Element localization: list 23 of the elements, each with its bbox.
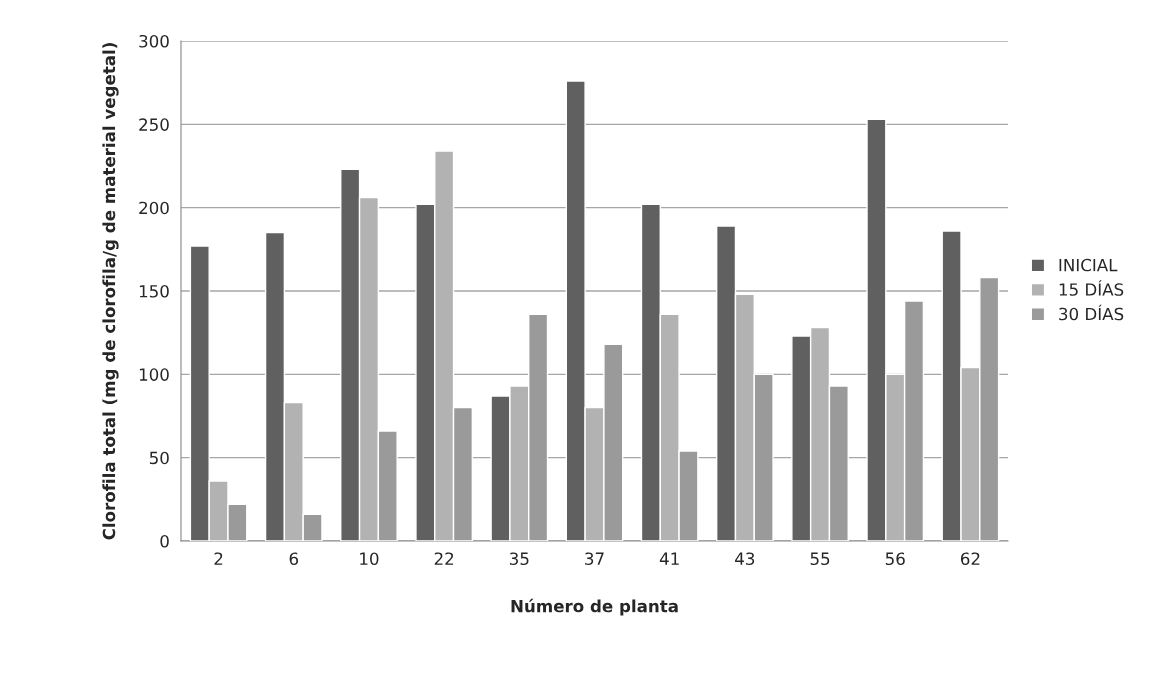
x-tick-label: 56 (885, 552, 905, 566)
x-tick-label: 41 (659, 552, 679, 565)
x-tick-label: 55 (810, 552, 830, 566)
x-tick-label: 10 (360, 552, 379, 566)
x-tick-label: 6 (289, 552, 299, 566)
y-tick-label: 100 (139, 368, 169, 381)
x-axis-title: Número de planta (511, 598, 678, 616)
x-tick-label: 35 (509, 552, 529, 566)
x-tick-label: 43 (735, 552, 755, 566)
y-tick-label: 200 (139, 201, 169, 215)
x-tick-label: 62 (960, 552, 980, 566)
x-tick-label: 2 (214, 552, 223, 565)
y-tick-label: 150 (139, 284, 169, 298)
y-tick-label: 300 (139, 34, 169, 48)
legend-label: 15 DÍAS (1059, 280, 1124, 296)
legend-label: 30 DÍAS (1059, 304, 1124, 321)
legend-label: INICIAL (1059, 258, 1118, 272)
y-tick-label: 50 (149, 451, 169, 465)
y-tick-label: 0 (160, 534, 169, 548)
x-tick-label: 22 (434, 552, 454, 565)
y-tick-label: 250 (139, 118, 169, 131)
x-tick-label: 37 (585, 552, 604, 566)
y-axis-title: Clorofila total (mg de clorofila/g de material vegetal) (102, 43, 119, 540)
